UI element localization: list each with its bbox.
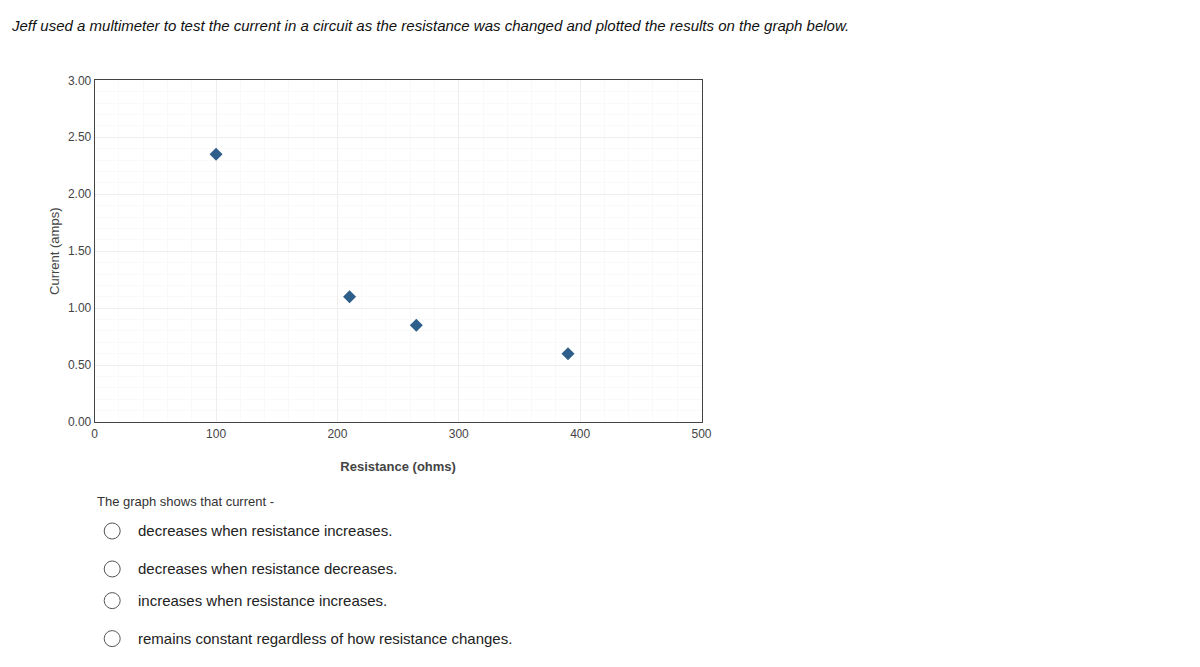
svg-text:remains constant regardless of: remains constant regardless of how resis… [138, 630, 512, 647]
svg-text:3.00: 3.00 [68, 74, 92, 88]
svg-text:400: 400 [570, 427, 590, 441]
svg-text:2.00: 2.00 [68, 187, 92, 201]
svg-text:Resistance (ohms): Resistance (ohms) [340, 459, 456, 474]
svg-text:decreases when resistance incr: decreases when resistance increases. [138, 522, 392, 539]
svg-text:The graph shows that current -: The graph shows that current - [97, 494, 274, 509]
svg-text:0.50: 0.50 [68, 358, 92, 372]
svg-text:decreases when resistance decr: decreases when resistance decreases. [138, 560, 397, 577]
svg-text:100: 100 [206, 427, 226, 441]
svg-text:Current (amps): Current (amps) [47, 207, 62, 294]
svg-text:1.00: 1.00 [68, 301, 92, 315]
svg-text:Jeff used a multimeter to test: Jeff used a multimeter to test the curre… [11, 17, 849, 34]
svg-text:200: 200 [327, 427, 347, 441]
svg-text:0: 0 [91, 427, 98, 441]
svg-text:500: 500 [692, 427, 712, 441]
svg-text:0.00: 0.00 [68, 415, 92, 429]
svg-text:2.50: 2.50 [68, 130, 92, 144]
svg-text:1.50: 1.50 [68, 244, 92, 258]
svg-text:increases when resistance incr: increases when resistance increases. [138, 592, 387, 609]
svg-text:300: 300 [449, 427, 469, 441]
